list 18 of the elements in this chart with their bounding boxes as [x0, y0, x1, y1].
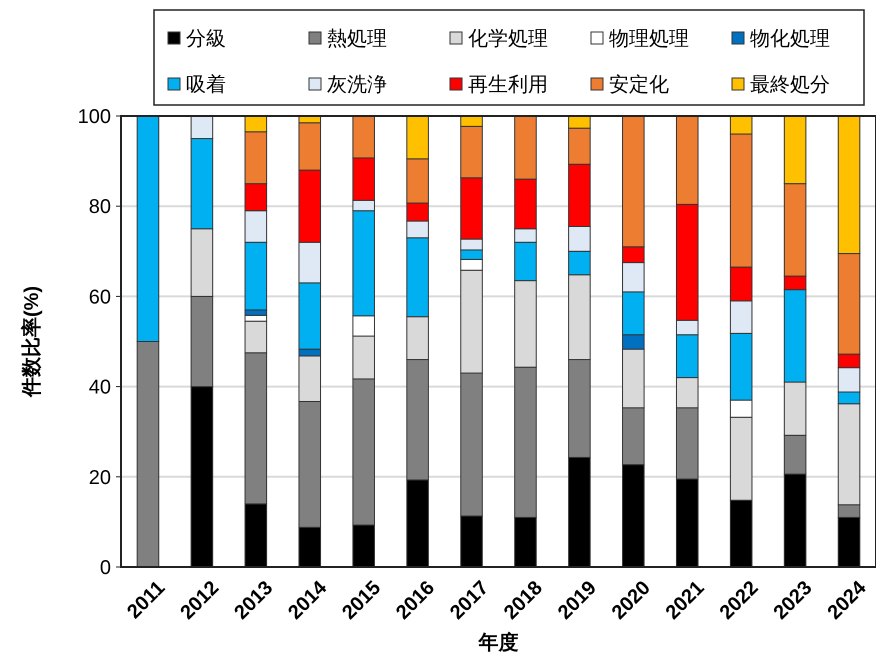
legend-label: 物化処理	[750, 28, 830, 50]
y-tick-label: 100	[78, 106, 111, 128]
y-tick-label: 60	[88, 286, 111, 308]
y-tick-label: 80	[88, 196, 111, 218]
y-axis-title: 件数比率(%)	[20, 286, 43, 398]
legend-label: 最終処分	[750, 74, 830, 96]
legend-label: 吸着	[186, 73, 226, 96]
legend-label: 化学処理	[468, 28, 548, 50]
legend-label: 再生利用	[468, 74, 548, 96]
legend-label: 物理処理	[609, 28, 689, 50]
y-tick-label: 20	[88, 466, 111, 489]
y-tick-label: 0	[100, 557, 111, 579]
x-axis-title: 年度	[478, 631, 518, 654]
y-tick-label: 40	[88, 376, 111, 399]
legend-label: 灰洗浄	[327, 74, 387, 96]
legend-label: 安定化	[609, 74, 669, 96]
legend-label: 分級	[186, 28, 226, 50]
legend-label: 熱処理	[327, 28, 387, 50]
